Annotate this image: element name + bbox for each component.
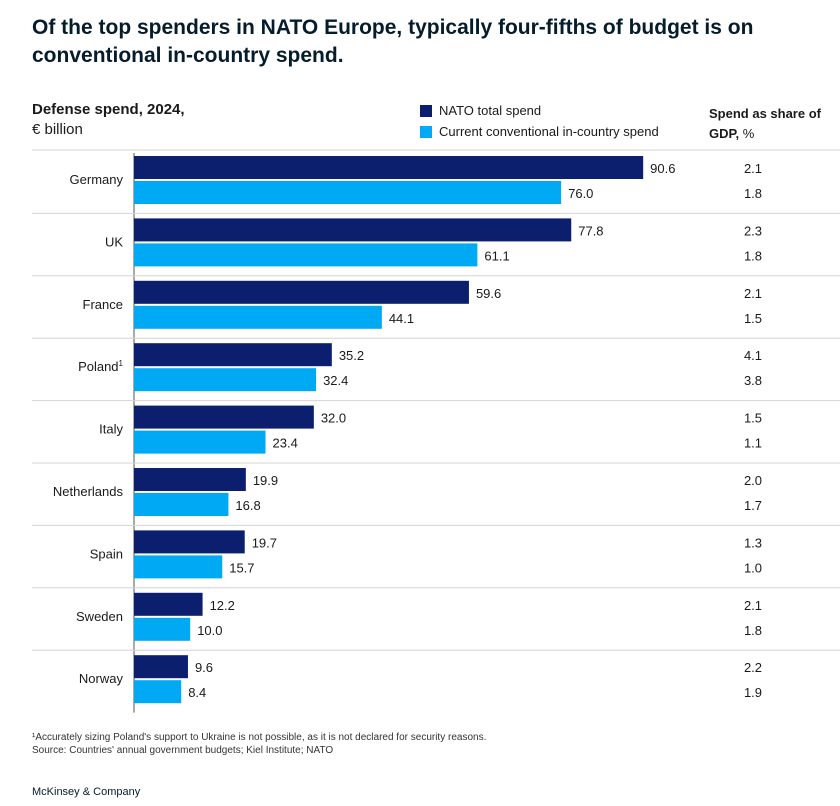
value-label-conventional: 32.4 <box>323 373 348 388</box>
gdp-share-header: Spend as share of GDP, % <box>709 104 829 144</box>
category-label-spain: Spain <box>90 546 123 561</box>
bar-nato-total-uk <box>134 218 572 242</box>
bar-chart: Germany 90.6 76.0 2.1 1.8 UK 77.8 61.1 2.3 1.8 Fra… <box>32 149 840 713</box>
category-label-netherlands: Netherlands <box>53 484 124 499</box>
gdp-share-nato-total: 2.1 <box>744 598 762 613</box>
gdp-share-nato-total: 2.1 <box>744 161 762 176</box>
chart-title: Of the top spenders in NATO Europe, typi… <box>32 16 754 67</box>
category-label-uk: UK <box>105 234 123 249</box>
gdp-share-conventional: 1.1 <box>744 436 762 451</box>
value-label-nato-total: 59.6 <box>476 286 501 301</box>
chart-unit: € billion <box>32 121 83 138</box>
value-label-nato-total: 90.6 <box>650 161 675 176</box>
gdp-share-conventional: 1.8 <box>744 248 762 263</box>
legend-item-conventional: Current conventional in-country spend <box>420 121 659 142</box>
bar-conventional-norway <box>134 680 182 704</box>
value-label-nato-total: 19.7 <box>252 535 277 550</box>
value-label-nato-total: 19.9 <box>253 473 278 488</box>
bar-nato-total-spain <box>134 530 245 554</box>
value-label-conventional: 44.1 <box>389 311 414 326</box>
value-label-conventional: 8.4 <box>188 685 206 700</box>
bar-conventional-france <box>134 305 382 329</box>
value-label-nato-total: 35.2 <box>339 348 364 363</box>
bar-nato-total-italy <box>134 405 314 429</box>
bar-conventional-italy <box>134 430 266 454</box>
bar-conventional-sweden <box>134 617 191 641</box>
chart-subtitle: Defense spend, 2024, <box>32 101 185 118</box>
bar-conventional-netherlands <box>134 493 229 516</box>
bar-nato-total-france <box>134 280 469 304</box>
gdp-share-conventional: 1.5 <box>744 311 762 326</box>
gdp-share-nato-total: 4.1 <box>744 348 762 363</box>
gdp-share-conventional: 1.8 <box>744 186 762 201</box>
gdp-share-conventional: 1.7 <box>744 498 762 513</box>
legend-swatch-conventional <box>420 125 432 138</box>
legend-item-nato-total: NATO total spend <box>420 100 659 121</box>
category-label-sweden: Sweden <box>76 609 123 624</box>
bar-nato-total-poland <box>134 343 332 367</box>
value-label-nato-total: 9.6 <box>195 660 213 675</box>
gdp-share-nato-total: 1.3 <box>744 535 762 550</box>
bar-nato-total-germany <box>134 156 644 179</box>
brand-name: McKinsey & Company <box>32 786 141 798</box>
bar-conventional-spain <box>134 555 223 579</box>
category-label-italy: Italy <box>99 422 123 437</box>
value-label-nato-total: 77.8 <box>578 223 603 238</box>
value-label-nato-total: 32.0 <box>321 411 346 426</box>
bar-conventional-uk <box>134 243 478 267</box>
bar-conventional-poland <box>134 368 317 392</box>
value-label-conventional: 61.1 <box>484 248 509 263</box>
gdp-share-nato-total: 2.1 <box>744 286 762 301</box>
legend-label-nato-total: NATO total spend <box>439 103 542 118</box>
legend-swatch-nato-total <box>420 104 432 117</box>
value-label-conventional: 76.0 <box>568 186 593 201</box>
legend: NATO total spend Current conventional in… <box>420 100 659 142</box>
bar-nato-total-sweden <box>134 592 203 616</box>
gdp-share-header-label: Spend as share of GDP, <box>709 106 821 141</box>
category-label-norway: Norway <box>79 671 124 686</box>
value-label-nato-total: 12.2 <box>210 598 235 613</box>
value-label-conventional: 16.8 <box>235 498 260 513</box>
value-label-conventional: 10.0 <box>197 623 222 638</box>
footnote-marker: 1 <box>119 359 124 368</box>
gdp-share-nato-total: 2.0 <box>744 473 762 488</box>
gdp-share-conventional: 1.8 <box>744 623 762 638</box>
footnote: ¹Accurately sizing Poland's support to U… <box>32 732 487 743</box>
value-label-conventional: 15.7 <box>229 560 254 575</box>
gdp-share-conventional: 3.8 <box>744 373 762 388</box>
gdp-share-nato-total: 1.5 <box>744 411 762 426</box>
bar-nato-total-netherlands <box>134 468 246 491</box>
bar-conventional-germany <box>134 181 562 204</box>
source-note: Source: Countries' annual government bud… <box>32 745 334 756</box>
category-label-poland: Poland1 <box>78 359 123 374</box>
category-label-france: France <box>83 297 123 312</box>
gdp-share-header-unit: % <box>739 126 755 141</box>
gdp-share-conventional: 1.0 <box>744 560 762 575</box>
gdp-share-nato-total: 2.3 <box>744 223 762 238</box>
value-label-conventional: 23.4 <box>273 436 298 451</box>
category-label-germany: Germany <box>70 172 124 187</box>
bar-nato-total-norway <box>134 655 188 679</box>
legend-label-conventional: Current conventional in-country spend <box>439 124 659 139</box>
gdp-share-conventional: 1.9 <box>744 685 762 700</box>
gdp-share-nato-total: 2.2 <box>744 660 762 675</box>
